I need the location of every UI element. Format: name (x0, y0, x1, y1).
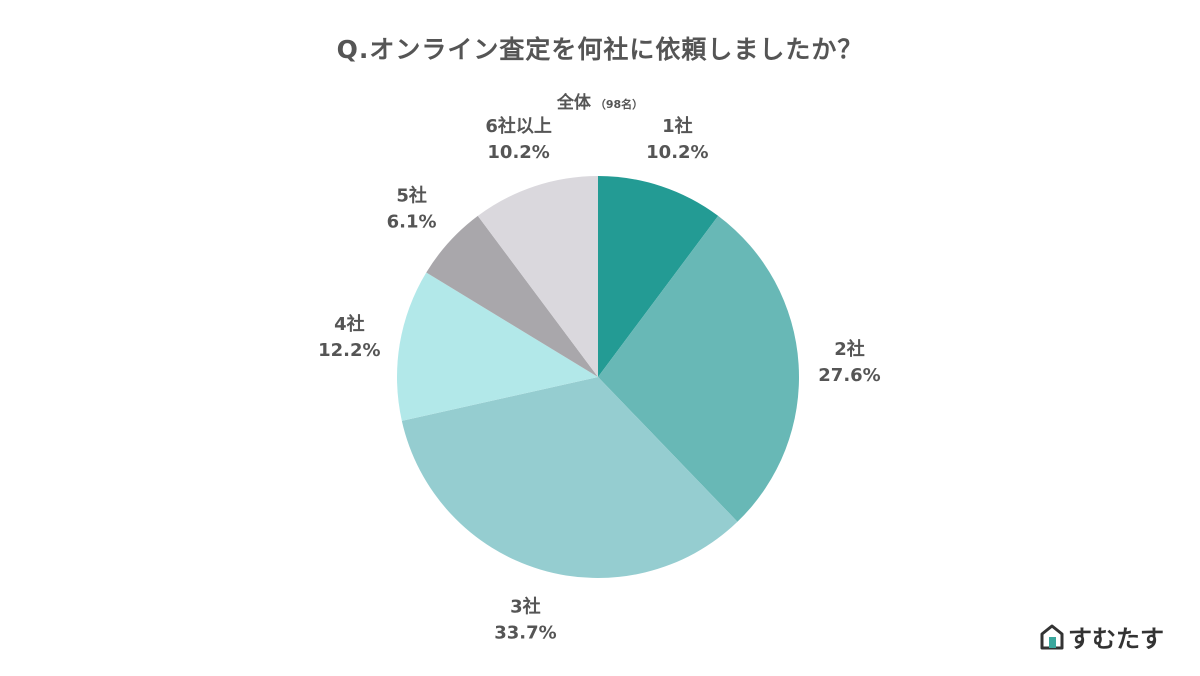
slice-category-label: 2社 (834, 338, 865, 360)
slice-label-1: 1社 10.2% (646, 115, 708, 163)
slice-label-6: 6社以上 10.2% (485, 115, 552, 163)
slice-label-2: 2社 27.6% (818, 338, 880, 386)
slice-label-3: 3社 33.7% (494, 595, 556, 643)
slice-label-4: 4社 12.2% (318, 313, 380, 361)
slice-value-label: 6.1% (387, 211, 437, 232)
subtitle-group: 全体 (556, 93, 591, 113)
chart-title: Q.オンライン査定を何社に依頼しましたか？ (336, 35, 864, 64)
chart-subtitle: 全体 （98名） (0, 88, 1200, 113)
pie-slice-3 (401, 377, 738, 578)
pie-slice-1 (598, 176, 719, 377)
slice-label-5: 5社 6.1% (387, 184, 437, 232)
slice-category-label: 1社 (662, 115, 693, 137)
pie-slice-6 (477, 176, 598, 377)
slice-category-label: 5社 (396, 184, 427, 206)
slice-value-label: 27.6% (818, 365, 880, 386)
slice-value-label: 33.7% (494, 622, 556, 643)
house-logo-icon (1040, 624, 1064, 649)
slice-value-label: 10.2% (646, 142, 708, 163)
slice-value-label: 10.2% (487, 142, 549, 163)
brand-logo: すむたす (1040, 619, 1164, 654)
slice-category-label: 4社 (334, 313, 365, 335)
slice-value-label: 12.2% (318, 340, 380, 361)
subtitle-respondents: （98名） (594, 98, 644, 111)
brand-name: すむたす (1068, 625, 1164, 653)
pie-slice-2 (598, 215, 799, 522)
slice-category-label: 6社以上 (485, 115, 552, 137)
pie-slice-4 (397, 272, 598, 421)
pie-slice-5 (426, 215, 598, 377)
slice-category-label: 3社 (510, 595, 541, 617)
